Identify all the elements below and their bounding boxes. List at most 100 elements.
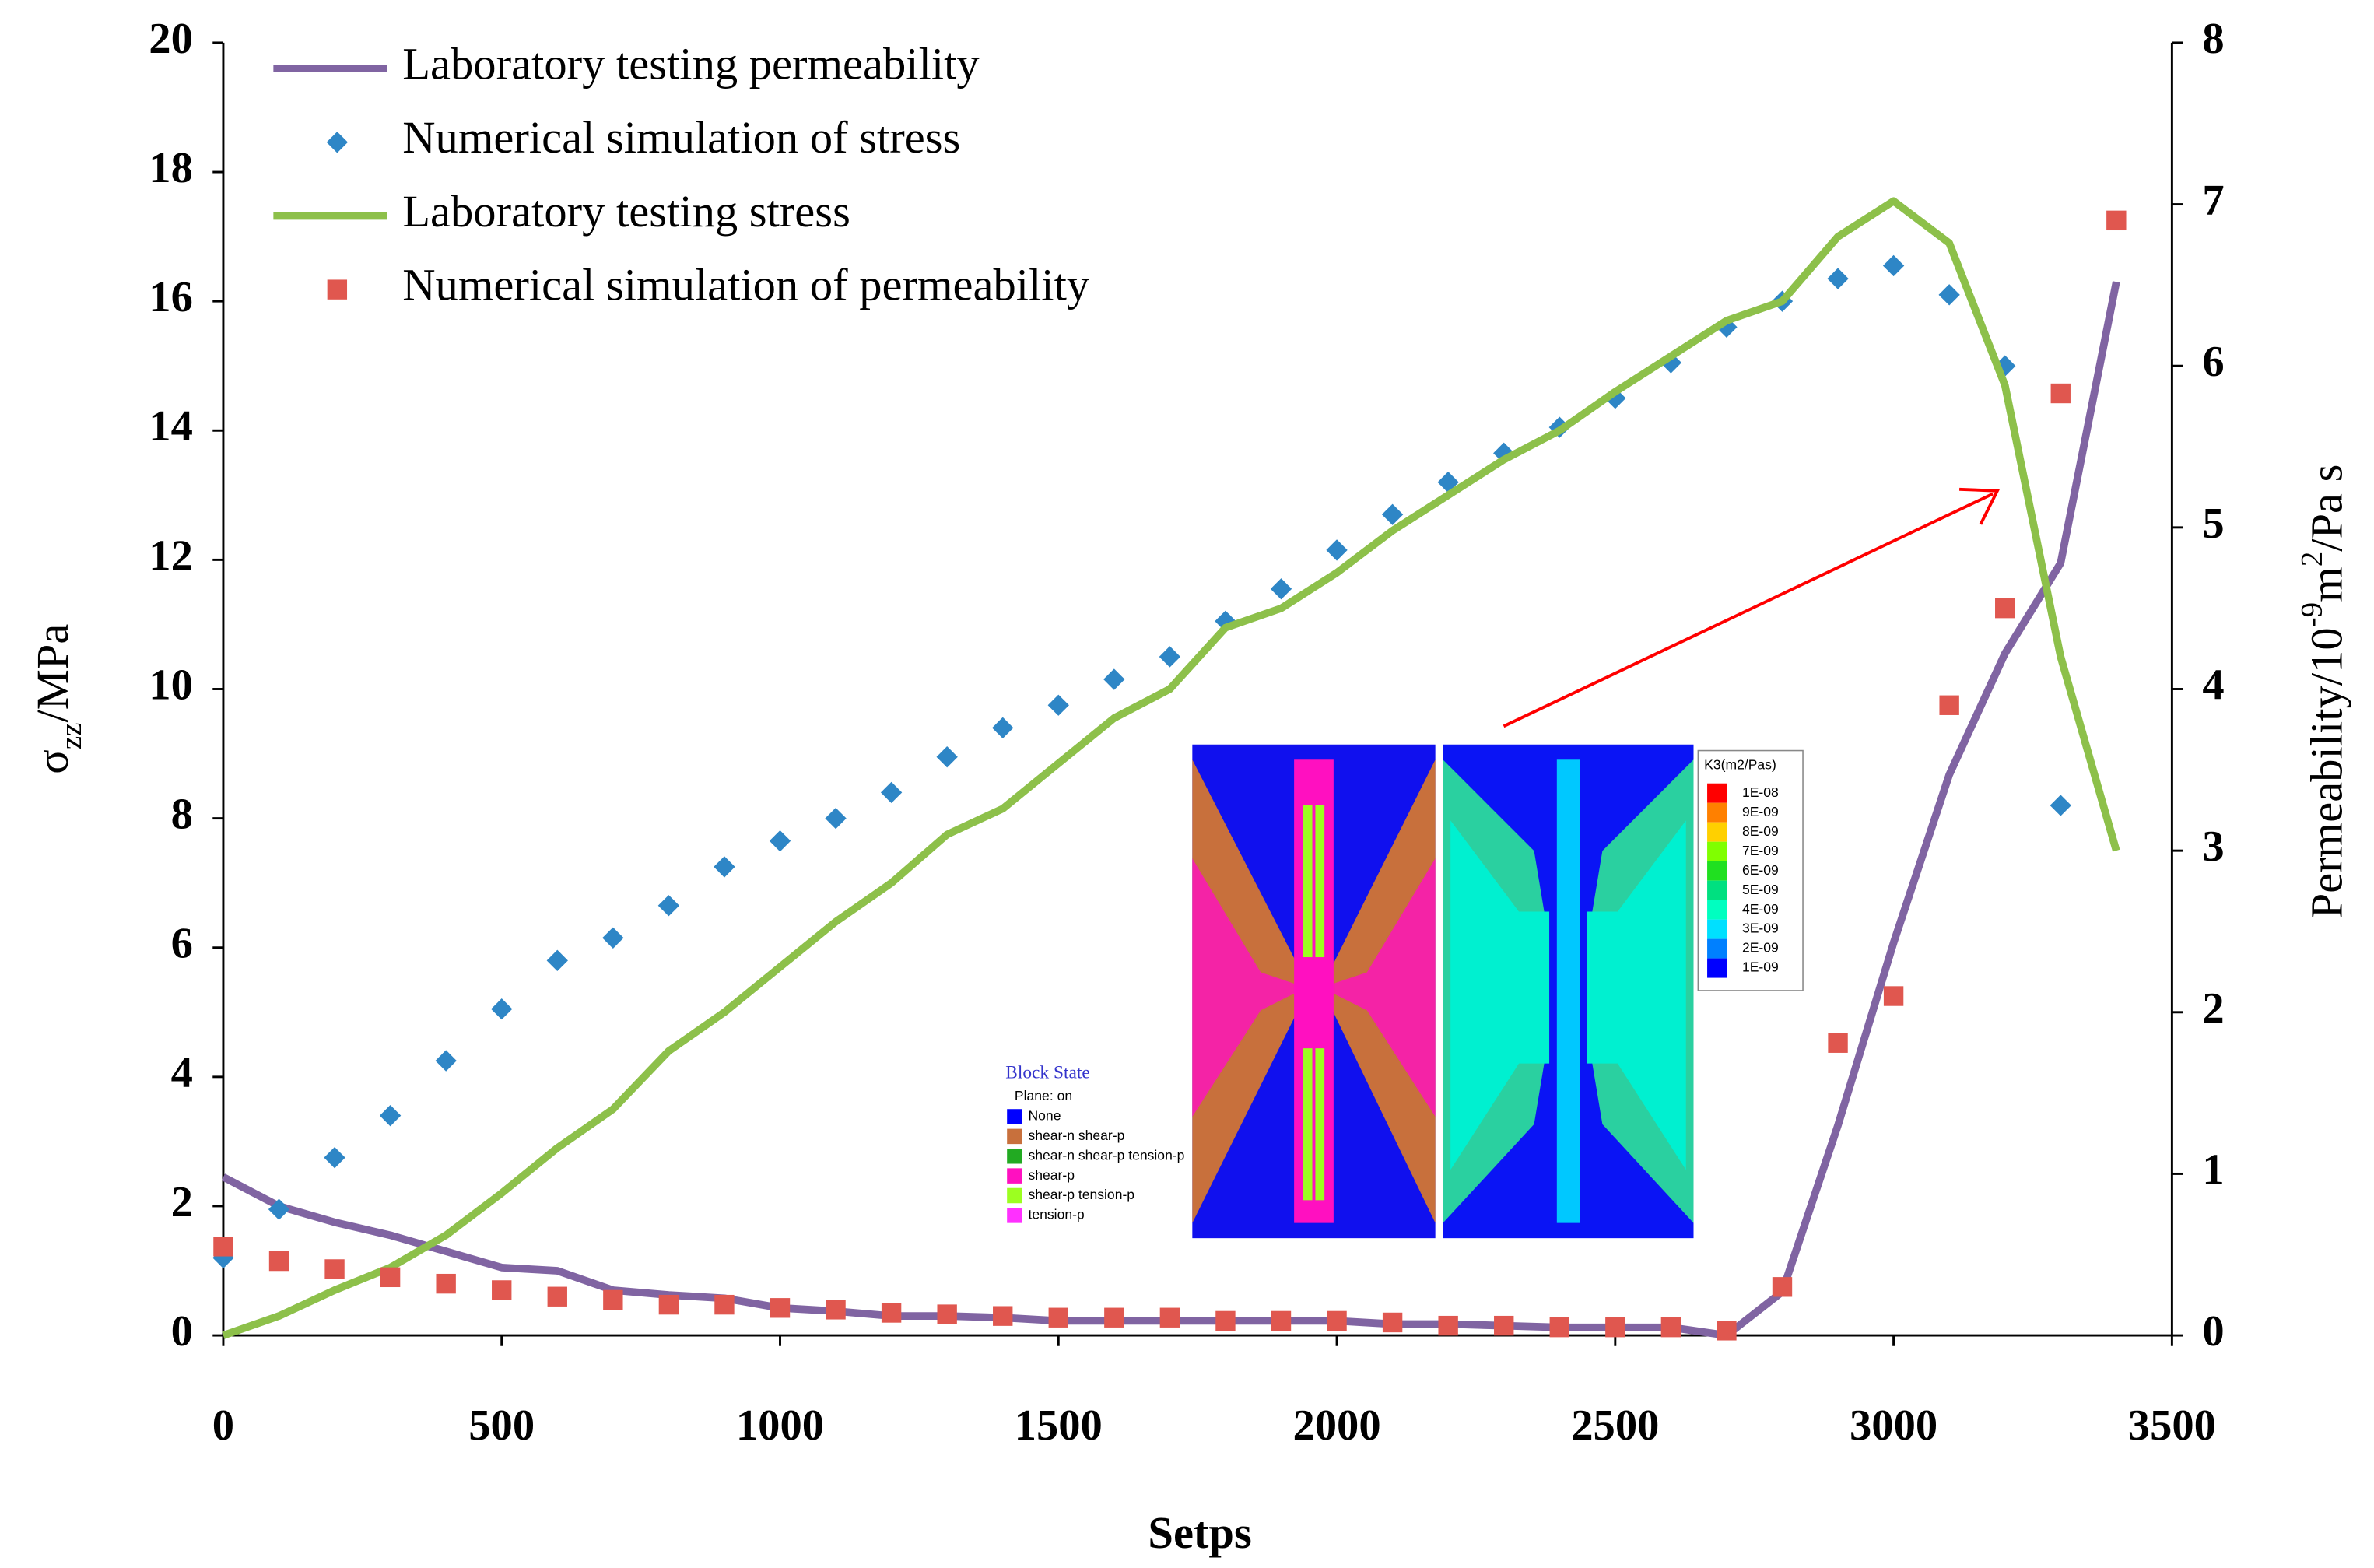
y-tick-label: 20 [149,15,193,63]
y2-tick-label: 7 [2202,177,2224,225]
y2-tick-label: 0 [2202,1307,2224,1356]
k3-title: K3(m2/Pas) [1704,757,1776,773]
diamond-point [936,746,958,768]
k3-swatch [1707,900,1727,920]
legend-swatch [326,132,349,153]
k3-label: 9E-09 [1742,804,1779,819]
y-axis-label: σzz/MPa [28,624,89,774]
k3-swatch [1707,919,1727,939]
y-tick-label: 16 [149,273,193,321]
square-point [1271,1310,1292,1331]
block-state-label: None [1029,1108,1061,1124]
diamond-point [1381,503,1404,525]
square-point [268,1251,289,1272]
k3-label: 1E-09 [1742,959,1779,975]
square-point [1605,1317,1625,1338]
block-region [1315,1048,1325,1201]
block-region [1315,805,1325,958]
diamond-point [657,895,680,917]
square-point [1327,1310,1347,1331]
square-point [1717,1321,1737,1341]
legend-label: Numerical simulation of stress [402,112,960,163]
diamond-point [602,927,624,949]
perm-region [1556,759,1580,1223]
block-state-label: tension-p [1029,1207,1085,1222]
block-region [1303,1048,1313,1201]
diamond-point [546,949,568,972]
square-point [1382,1312,1403,1333]
axis-label-part: /MPa [28,624,79,723]
y2-tick-label: 4 [2202,661,2224,709]
x-tick-label: 1000 [736,1401,824,1450]
square-point [436,1273,456,1294]
square-point [993,1306,1013,1326]
diamond-point [268,1198,290,1220]
axis-label-part: 2 [2295,552,2329,567]
k3-swatch [1707,861,1727,881]
square-point [2106,210,2127,231]
block-state-label: shear-n shear-p tension-p [1029,1147,1185,1163]
k3-swatch [1707,841,1727,861]
k3-label: 5E-09 [1742,882,1779,897]
square-point [324,1259,345,1279]
square-point [881,1303,902,1323]
arrow [1503,492,1994,728]
square-point [937,1304,957,1324]
axis-label-part: m [2302,567,2352,602]
square-point [1494,1315,1514,1336]
k3-label: 8E-09 [1742,823,1779,839]
diamond-point [714,856,735,878]
x-tick-label: 2500 [1571,1401,1659,1450]
diamond-point [769,830,791,852]
square-point [1104,1307,1124,1328]
x-tick-label: 500 [468,1401,535,1450]
k3-label: 4E-09 [1742,901,1779,917]
square-point [492,1280,512,1300]
block-state-swatch [1007,1109,1022,1124]
diamond-point [1270,578,1292,600]
square-point [1159,1307,1180,1328]
k3-label: 3E-09 [1742,921,1779,936]
k3-swatch [1707,822,1727,842]
x-tick-label: 3000 [1850,1401,1937,1450]
diamond-point [1047,694,1069,716]
y-tick-label: 6 [171,920,193,968]
square-point [658,1294,679,1315]
square-point [1549,1317,1569,1338]
y2-tick-label: 5 [2202,500,2224,548]
block-state-swatch [1007,1168,1022,1184]
x-tick-label: 1500 [1015,1401,1103,1450]
diamond-point [2050,795,2071,816]
x-tick-label: 0 [212,1401,234,1450]
diamond-point [880,781,903,804]
y2-tick-label: 1 [2202,1145,2224,1194]
k3-swatch [1707,802,1727,823]
x-tick-label: 3500 [2128,1401,2216,1450]
y2-tick-label: 2 [2202,984,2224,1033]
block-state-swatch [1007,1208,1022,1223]
block-region [1294,759,1334,1223]
square-point [1048,1307,1068,1328]
square-point [213,1237,233,1257]
diamond-point [1882,254,1905,277]
k3-swatch [1707,783,1727,803]
legend-label: Numerical simulation of permeability [402,260,1090,310]
k3-label: 1E-08 [1742,784,1779,800]
y-tick-label: 12 [149,531,193,580]
block-region [1192,858,1306,1117]
simulation-insets [1192,487,2000,1239]
y2-tick-label: 6 [2202,338,2224,386]
y-tick-label: 2 [171,1178,193,1226]
y2-tick-label: 3 [2202,823,2224,871]
diamond-point [1326,539,1348,561]
y-tick-label: 18 [149,144,193,192]
axis-label-part: Permeability/10 [2302,627,2352,918]
block-state-label: shear-p tension-p [1029,1187,1135,1202]
diamond-point [1159,646,1181,668]
line-series [221,281,2120,1339]
diamond-point [379,1105,402,1127]
square-point [2050,383,2071,404]
y2-tick-label: 8 [2202,15,2224,63]
arrow-head [1959,487,2000,525]
block-state-title: Block State [1005,1063,1090,1083]
